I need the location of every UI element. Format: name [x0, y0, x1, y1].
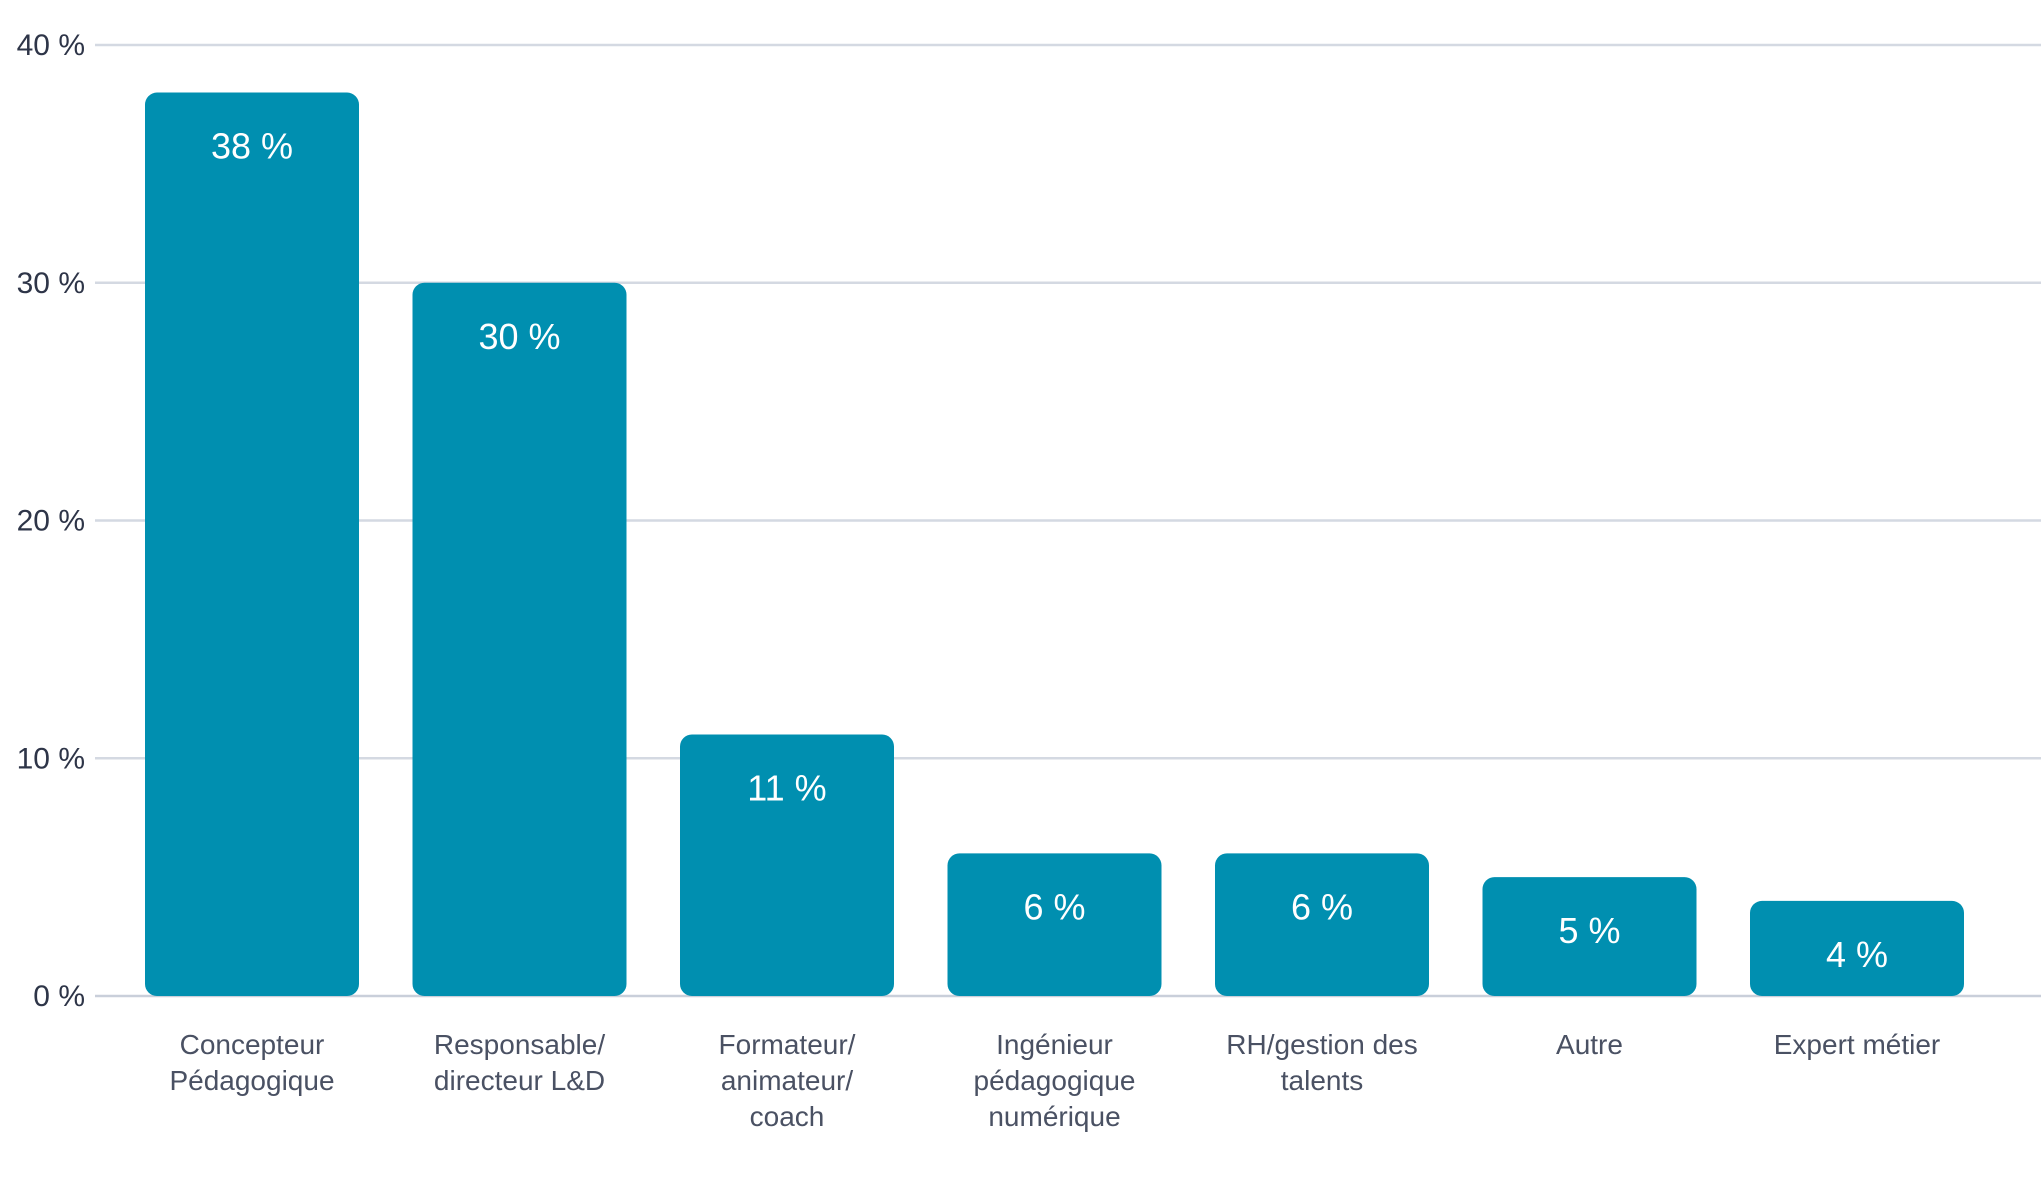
category-label-line: pédagogique: [974, 1065, 1136, 1096]
category-label-line: Concepteur: [180, 1029, 325, 1060]
category-label-line: Formateur/: [719, 1029, 856, 1060]
bar-data-label: 4 %: [1826, 934, 1888, 975]
bar: [145, 92, 359, 997]
category-label-line: RH/gestion des: [1226, 1029, 1417, 1060]
category-label-line: directeur L&D: [434, 1065, 605, 1096]
y-tick-label: 40 %: [17, 29, 85, 62]
bars: 38 % 30 % 11 % 6 % 6 % 5 % 4 %: [145, 92, 1964, 997]
category-label-line: numérique: [988, 1101, 1120, 1132]
bar-data-label: 30 %: [478, 316, 560, 357]
y-tick-label: 20 %: [17, 505, 85, 538]
bar-group: 6 %: [947, 853, 1162, 996]
category-label-line: Autre: [1556, 1029, 1623, 1060]
category-label: RH/gestion des talents: [1226, 1029, 1417, 1096]
category-label: Formateur/animateur/coach: [719, 1029, 856, 1132]
bar-data-label: 5 %: [1558, 910, 1620, 951]
bar-data-label: 11 %: [747, 767, 826, 808]
category-label-line: animateur/: [721, 1065, 854, 1096]
bar-data-label: 6 %: [1291, 886, 1353, 927]
y-tick-label: 30 %: [17, 267, 85, 300]
bar-group: 11 %: [680, 734, 894, 996]
bar-group: 4 %: [1750, 900, 1964, 996]
bar-group: 38 %: [145, 92, 359, 997]
bar-group: 6 %: [1215, 853, 1429, 996]
bar-data-label: 6 %: [1023, 886, 1085, 927]
y-axis-ticks: 0 % 10 % 20 % 30 % 40 %: [17, 29, 85, 1013]
category-label: Concepteur Pédagogique: [169, 1029, 334, 1096]
category-label-line: Ingénieur: [996, 1029, 1113, 1060]
category-label-line: Pédagogique: [169, 1065, 334, 1096]
bar: [1482, 877, 1697, 996]
category-label-line: talents: [1281, 1065, 1364, 1096]
category-label: Autre: [1556, 1029, 1623, 1060]
bar-data-label: 38 %: [211, 126, 293, 167]
category-label-line: Expert métier: [1774, 1029, 1941, 1060]
category-label: Responsable/directeur L&D: [434, 1029, 605, 1096]
bar-group: 5 %: [1482, 877, 1697, 996]
category-label: Ingénieur pédagogique numérique: [974, 1029, 1136, 1132]
bar: [680, 734, 894, 996]
category-label: Expert métier: [1774, 1029, 1941, 1060]
x-axis-categories: Concepteur Pédagogique Responsable/directe…: [169, 1029, 1940, 1132]
y-tick-label: 0 %: [33, 980, 85, 1013]
category-label-line: Responsable/: [434, 1029, 605, 1060]
y-tick-label: 10 %: [17, 742, 85, 775]
bar: [1215, 853, 1429, 996]
bar: [412, 282, 627, 996]
bar: [947, 853, 1162, 996]
category-label-line: coach: [750, 1101, 825, 1132]
bar: [1750, 900, 1964, 996]
bar-group: 30 %: [412, 282, 627, 996]
